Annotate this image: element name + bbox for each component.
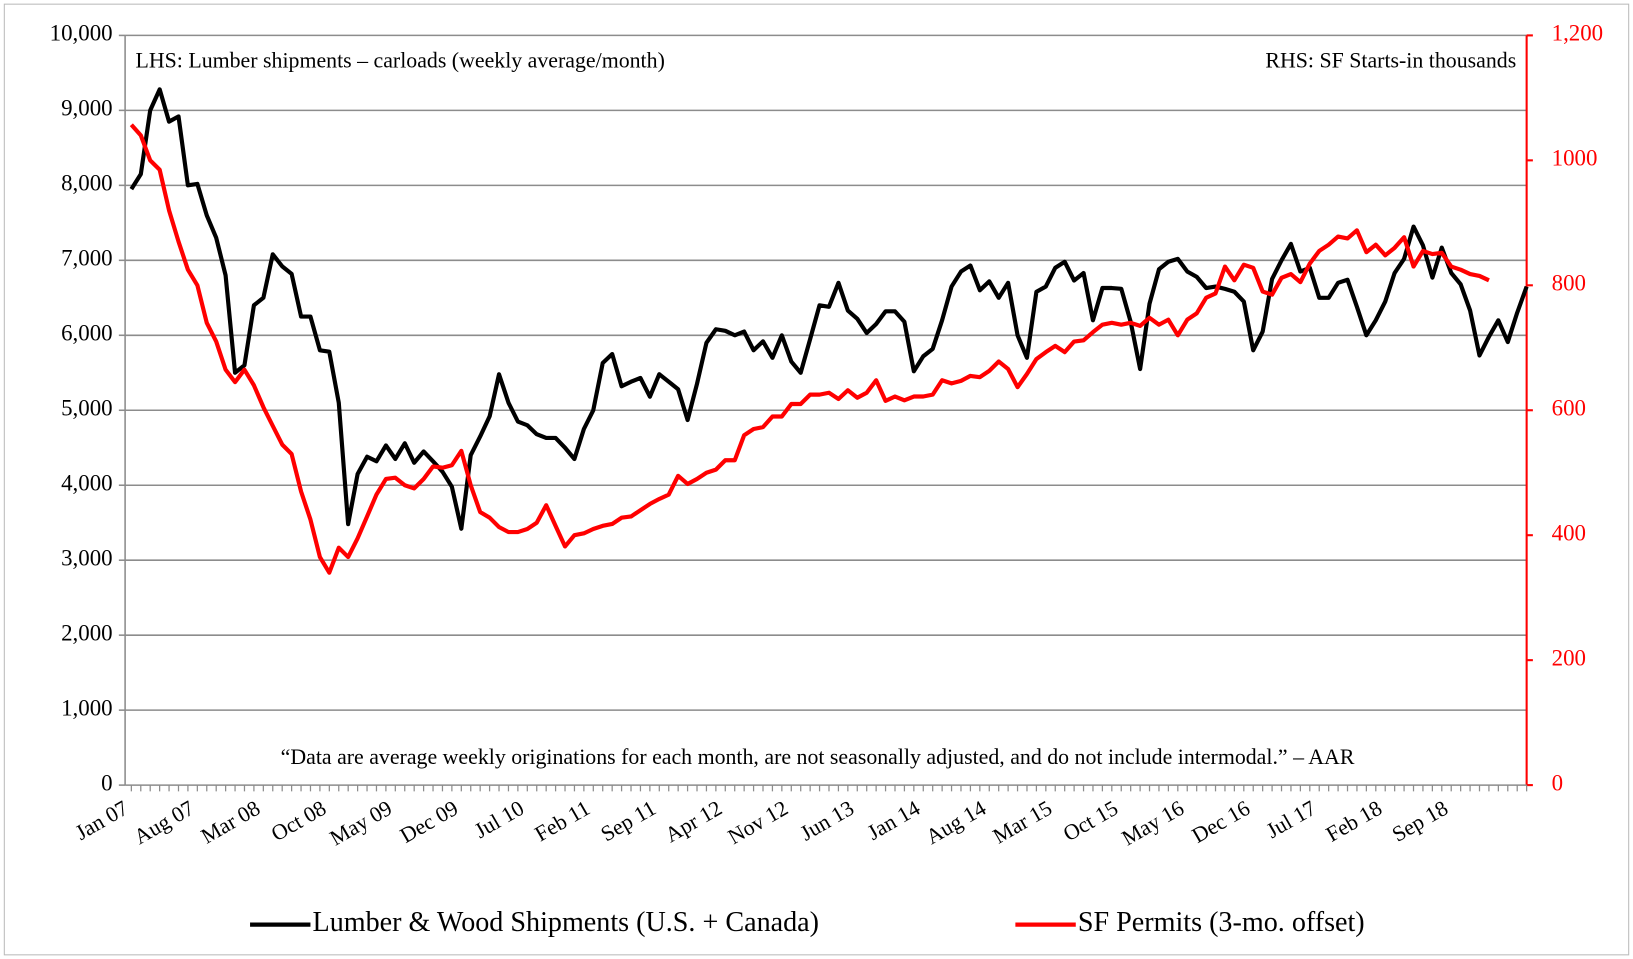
y-tick-label: 6,000 — [61, 321, 113, 346]
series-line — [129, 123, 1490, 575]
x-tick-label: Nov 12 — [724, 796, 792, 849]
x-tick-label: Oct 08 — [267, 796, 330, 846]
y2-tick-label: 800 — [1552, 271, 1586, 296]
frame — [3, 3, 1630, 956]
legend-label: SF Permits (3-mo. offset) — [1078, 907, 1365, 938]
y2-tick-label: 1000 — [1552, 146, 1598, 171]
y2-tick-label: 1,200 — [1552, 21, 1604, 46]
y2-tick-label: 600 — [1552, 396, 1586, 421]
y-tick-label: 3,000 — [61, 545, 113, 570]
y-tick-label: 2,000 — [61, 620, 113, 645]
y-tick-label: 8,000 — [61, 171, 113, 196]
x-tick-label: Jan 07 — [71, 796, 132, 845]
x-tick-label: Sep 11 — [597, 796, 660, 846]
x-tick-label: Feb 18 — [1322, 796, 1386, 847]
x-tick-label: Apr 12 — [661, 796, 726, 847]
x-tick-label: Jul 10 — [470, 796, 528, 843]
x-tick-label: May 09 — [326, 796, 396, 851]
x-tick-label: Sep 18 — [1388, 796, 1452, 847]
x-tick-label: Feb 11 — [531, 796, 594, 846]
y-tick-label: 7,000 — [61, 246, 113, 271]
series-line — [129, 87, 1529, 531]
x-tick-label: Jul 17 — [1262, 796, 1320, 843]
y-tick-label: 0 — [101, 770, 112, 795]
y2-tick-label: 200 — [1552, 645, 1586, 670]
legend-label: Lumber & Wood Shipments (U.S. + Canada) — [313, 907, 820, 938]
x-tick-label: Mar 08 — [197, 796, 264, 849]
x-tick-label: Dec 09 — [396, 796, 462, 848]
y-tick-label: 9,000 — [61, 96, 113, 121]
y-tick-label: 10,000 — [50, 21, 113, 46]
y2-tick-label: 0 — [1552, 770, 1563, 795]
x-tick-label: Oct 15 — [1059, 796, 1122, 846]
x-tick-label: May 16 — [1118, 796, 1188, 851]
x-tick-label: Mar 15 — [989, 796, 1056, 849]
y-tick-label: 1,000 — [61, 695, 113, 720]
annotation: LHS: Lumber shipments – carloads (weekly… — [136, 48, 665, 72]
annotation: RHS: SF Starts-in thousands — [1265, 48, 1516, 72]
x-tick-label: Jun 13 — [796, 796, 858, 846]
x-tick-label: Dec 16 — [1188, 796, 1254, 848]
x-tick-label: Aug 14 — [922, 796, 990, 849]
y2-tick-label: 400 — [1552, 520, 1586, 545]
y-tick-label: 5,000 — [61, 396, 113, 421]
y-tick-label: 4,000 — [61, 470, 113, 495]
x-tick-label: Aug 07 — [130, 796, 198, 849]
annotation: “Data are average weekly originations fo… — [281, 745, 1355, 769]
x-tick-label: Jan 14 — [863, 796, 924, 845]
